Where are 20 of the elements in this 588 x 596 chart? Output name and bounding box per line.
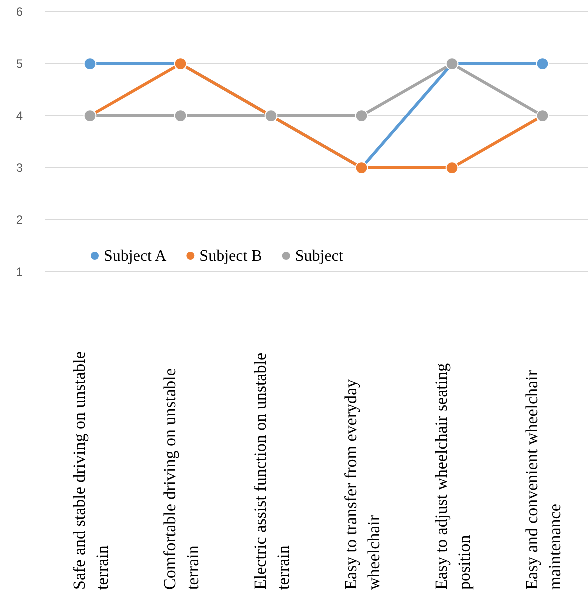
point — [355, 110, 368, 122]
x-tick-label: Easy to adjust wheelchair seating position — [432, 362, 474, 590]
x-tick-label: Easy and convenient wheelchair maintenance — [522, 370, 564, 590]
y-tick-label: 5 — [16, 56, 24, 71]
y-tick-label: 3 — [16, 160, 24, 175]
x-tick-label: Safe and stable driving on unstable terrain — [70, 352, 112, 590]
y-tick-label: 2 — [16, 212, 24, 227]
point — [536, 58, 550, 70]
x-tick-label: Easy to transfer from everyday wheelchair — [341, 378, 384, 590]
legend-label: Subject — [295, 248, 344, 265]
legend-label: Subject A — [104, 248, 168, 265]
y-tick-label: 1 — [16, 264, 24, 279]
point — [84, 58, 97, 70]
x-tick-label: Electric assist function on unstable terrain — [250, 353, 293, 590]
point — [446, 162, 459, 174]
point — [174, 110, 188, 122]
x-tick-label: Comfortable driving on unstable terrain — [160, 368, 202, 590]
y-tick-label: 4 — [16, 108, 24, 123]
y-tick-label: 6 — [16, 4, 24, 19]
legend-label: Subject B — [200, 248, 262, 265]
